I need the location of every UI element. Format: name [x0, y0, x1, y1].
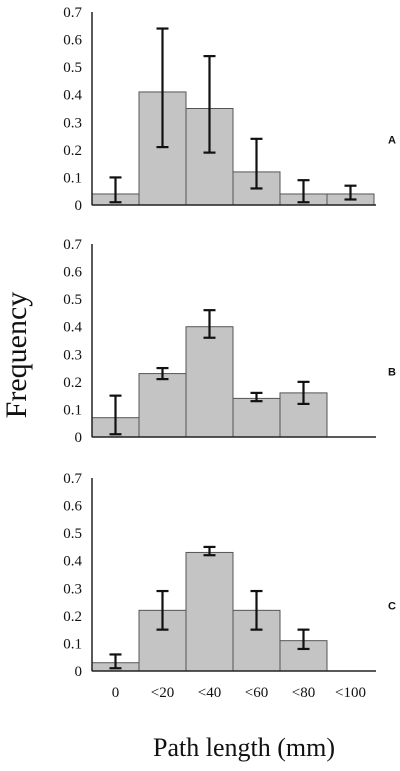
error-bar-b-4 — [297, 380, 310, 406]
y-tick-label: 0.5 — [63, 526, 82, 542]
y-tick-label: 0.2 — [63, 375, 82, 391]
y-tick-label: 0 — [75, 198, 83, 214]
y-tick-label: 0.6 — [63, 499, 82, 515]
panel-label: A — [388, 135, 396, 147]
x-tick-label: <20 — [151, 685, 174, 701]
error-bar-c-3 — [250, 589, 263, 631]
error-bar-a-5 — [344, 184, 357, 201]
x-tick-label: <40 — [198, 685, 221, 701]
x-axis-label: Path length (mm) — [153, 733, 335, 762]
x-tick-label: <100 — [335, 685, 366, 701]
y-tick-label: 0.3 — [63, 347, 82, 363]
error-bar-a-2 — [203, 55, 216, 154]
y-tick-label: 0.6 — [63, 265, 82, 281]
error-bar-a-0 — [109, 176, 122, 204]
y-tick-label: 0.2 — [63, 143, 82, 159]
y-tick-label: 0.1 — [63, 402, 82, 418]
bar-c-2 — [185, 551, 234, 672]
y-tick-label: 0.7 — [63, 237, 82, 253]
y-tick-label: 0.4 — [63, 320, 82, 336]
bar-b-1 — [138, 373, 187, 438]
error-bar-a-4 — [297, 179, 310, 204]
y-tick-label: 0.4 — [63, 554, 82, 570]
error-bar-c-4 — [297, 628, 310, 651]
y-axis-label: Frequency — [0, 292, 33, 419]
y-tick-label: 0.3 — [63, 115, 82, 131]
error-bar-b-3 — [250, 391, 263, 403]
y-tick-label: 0.7 — [63, 471, 82, 487]
y-tick-label: 0 — [75, 664, 83, 680]
y-tick-label: 0.1 — [63, 636, 82, 652]
error-bar-b-0 — [109, 394, 122, 436]
x-tick-label: 0 — [112, 685, 120, 701]
bar-b-3 — [232, 397, 281, 438]
error-bar-b-2 — [203, 309, 216, 339]
panel-c: 0 0.1 0.2 0.3 0.4 0.5 0.6 0.7 C — [63, 471, 396, 680]
error-bar-c-0 — [109, 653, 122, 670]
error-bar-c-1 — [156, 589, 169, 631]
x-tick-label: <80 — [292, 685, 315, 701]
y-tick-label: 0.5 — [63, 292, 82, 308]
panel-a: 0 0.1 0.2 0.3 0.4 0.5 0.6 0.7 A — [63, 5, 396, 214]
y-tick-label: 0.7 — [63, 5, 82, 21]
y-tick-label: 0.4 — [63, 88, 82, 104]
bar-b-2 — [185, 326, 234, 438]
panel-label: C — [388, 601, 396, 613]
panels-group: 00.10.20.30.40.50.60.7A00.10.20.30.40.50… — [63, 5, 396, 680]
error-bar-b-1 — [156, 366, 169, 381]
panel-b: 0 0.1 0.2 0.3 0.4 0.5 0.6 0.7 B — [63, 237, 396, 446]
y-tick-label: 0.6 — [63, 33, 82, 49]
y-tick-label: 0.5 — [63, 60, 82, 76]
y-tick-label: 0.2 — [63, 609, 82, 625]
error-bar-a-1 — [156, 27, 169, 149]
y-tick-label: 0.1 — [63, 170, 82, 186]
x-tick-labels: 0 <20 <40 <60 <80 <100 — [112, 685, 366, 701]
error-bar-a-3 — [250, 137, 263, 190]
y-tick-label: 0.3 — [63, 581, 82, 597]
x-tick-label: <60 — [245, 685, 268, 701]
error-bar-c-2 — [203, 545, 216, 557]
y-tick-label: 0 — [75, 430, 83, 446]
panel-label: B — [388, 367, 396, 379]
